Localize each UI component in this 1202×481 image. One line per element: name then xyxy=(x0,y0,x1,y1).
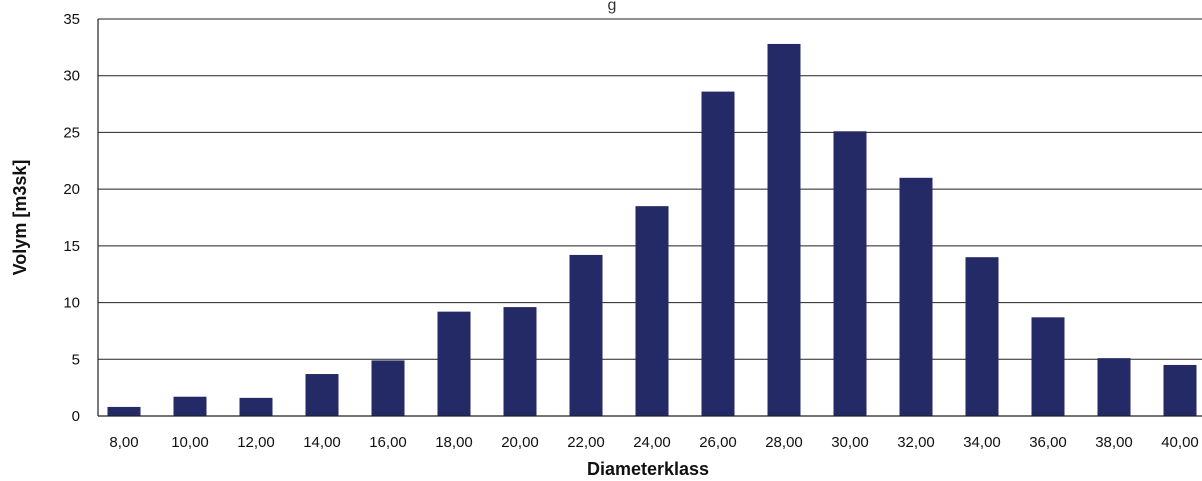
y-tick-label: 10 xyxy=(63,295,80,312)
x-tick-labels: 8,00 10,00 12,00 14,00 16,00 18,00 20,00 22,00 2… xyxy=(109,434,1198,451)
bar-32-00 xyxy=(899,177,933,416)
x-axis-title: Diameterklass xyxy=(587,459,709,479)
bar-36-00 xyxy=(1031,317,1065,416)
y-tick-label: 5 xyxy=(72,351,80,368)
x-tick-label: 40,00 xyxy=(1161,434,1199,451)
y-tick-label: 15 xyxy=(63,238,80,255)
x-tick-label: 38,00 xyxy=(1095,434,1133,451)
y-tick-label: 30 xyxy=(63,68,80,85)
bar-38-00 xyxy=(1097,358,1131,416)
bar-12-00 xyxy=(239,397,273,416)
x-tick-label: 20,00 xyxy=(501,434,539,451)
y-tick-labels: 0 5 10 15 20 25 30 35 xyxy=(63,11,80,425)
bar-18-00 xyxy=(437,311,471,416)
bar-8-00 xyxy=(107,406,141,416)
x-tick-label: 34,00 xyxy=(963,434,1001,451)
x-tick-label: 26,00 xyxy=(699,434,737,451)
x-tick-label: 10,00 xyxy=(171,434,209,451)
bar-28-00 xyxy=(767,43,801,416)
y-tick-label: 35 xyxy=(63,11,80,28)
x-tick-label: 16,00 xyxy=(369,434,407,451)
bar-26-00 xyxy=(701,91,735,416)
y-tick-label: 20 xyxy=(63,181,80,198)
chart-title: g xyxy=(608,0,617,14)
x-tick-label: 30,00 xyxy=(831,434,869,451)
bar-14-00 xyxy=(305,374,339,416)
bar-16-00 xyxy=(371,360,405,416)
x-tick-label: 32,00 xyxy=(897,434,935,451)
y-axis-title: Volym [m3sk] xyxy=(10,160,30,276)
bar-30-00 xyxy=(833,131,867,416)
x-tick-label: 22,00 xyxy=(567,434,605,451)
bar-22-00 xyxy=(569,254,603,416)
bar-34-00 xyxy=(965,257,999,416)
x-tick-label: 12,00 xyxy=(237,434,275,451)
x-tick-label: 36,00 xyxy=(1029,434,1067,451)
x-tick-label: 28,00 xyxy=(765,434,803,451)
x-tick-label: 24,00 xyxy=(633,434,671,451)
y-tick-label: 0 xyxy=(72,408,80,425)
x-tick-label: 14,00 xyxy=(303,434,341,451)
bar-40-00 xyxy=(1163,364,1197,416)
y-tick-label: 25 xyxy=(63,124,80,141)
x-tick-label: 8,00 xyxy=(109,434,138,451)
x-tick-label: 18,00 xyxy=(435,434,473,451)
bar-20-00 xyxy=(503,307,537,416)
bar-24-00 xyxy=(635,206,669,416)
bars xyxy=(107,43,1197,416)
bar-10-00 xyxy=(173,396,207,416)
